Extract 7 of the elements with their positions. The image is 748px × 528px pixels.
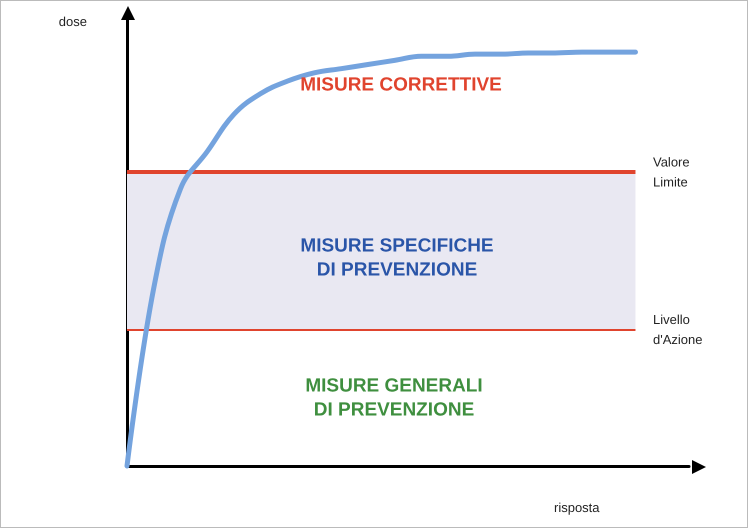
- annotation: MISURE SPECIFICHE DI PREVENZIONE: [300, 236, 494, 280]
- ref-line-label: Livello d'Azione: [653, 312, 702, 347]
- x-axis-title: risposta: [554, 500, 600, 515]
- ref-line-label: Valore Limite: [653, 154, 690, 190]
- annotation: MISURE GENERALI DI PREVENZIONE: [305, 376, 483, 420]
- y-axis-title: dose: [58, 14, 87, 29]
- annotation: MISURE CORRETTIVE: [300, 74, 502, 96]
